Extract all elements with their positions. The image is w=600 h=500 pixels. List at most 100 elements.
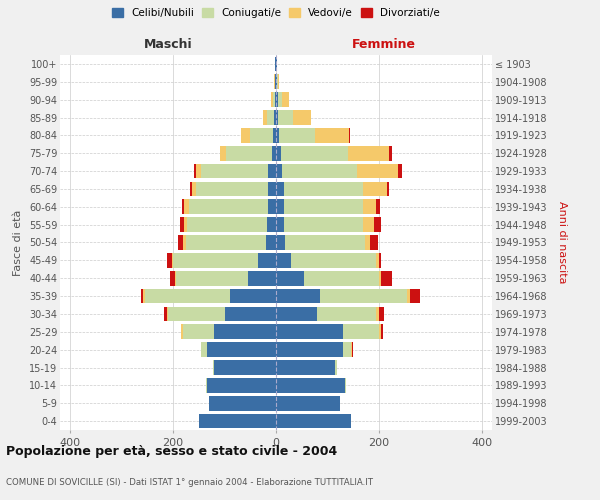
Bar	[343, 324, 379, 339]
Bar	[276, 378, 346, 392]
Bar	[213, 360, 214, 375]
Bar	[379, 324, 382, 339]
Bar	[220, 146, 226, 160]
Bar	[224, 306, 276, 322]
Bar	[196, 182, 268, 196]
Bar	[374, 218, 382, 232]
Bar	[276, 414, 350, 428]
Bar	[141, 289, 143, 304]
Bar	[184, 324, 214, 339]
Bar	[192, 182, 196, 196]
Bar	[172, 253, 173, 268]
Bar	[376, 200, 380, 214]
Bar	[386, 182, 389, 196]
Bar	[181, 324, 184, 339]
Bar	[181, 218, 184, 232]
Bar	[276, 110, 278, 125]
Bar	[284, 182, 364, 196]
Legend: Celibi/Nubili, Coniugati/e, Vedovi/e, Divorziati/e: Celibi/Nubili, Coniugati/e, Vedovi/e, Di…	[109, 5, 443, 21]
Bar	[190, 182, 192, 196]
Bar	[276, 182, 284, 196]
Bar	[343, 342, 350, 357]
Bar	[282, 164, 357, 178]
Bar	[276, 218, 284, 232]
Bar	[170, 271, 175, 285]
Bar	[276, 306, 317, 322]
Bar	[335, 360, 337, 375]
Bar	[167, 253, 172, 268]
Bar	[188, 200, 268, 214]
Bar	[226, 146, 272, 160]
Bar	[276, 92, 278, 107]
Bar	[263, 110, 267, 125]
Bar	[320, 289, 407, 304]
Bar	[267, 218, 276, 232]
Bar	[271, 92, 273, 107]
Bar	[277, 74, 278, 89]
Bar	[276, 200, 284, 214]
Bar	[276, 128, 279, 142]
Bar	[268, 182, 276, 196]
Bar	[357, 164, 398, 178]
Bar	[241, 128, 250, 142]
Bar	[214, 360, 276, 375]
Bar	[284, 200, 364, 214]
Bar	[379, 253, 382, 268]
Bar	[352, 342, 353, 357]
Bar	[276, 253, 292, 268]
Bar	[202, 164, 268, 178]
Bar	[276, 289, 320, 304]
Bar	[389, 146, 392, 160]
Bar	[276, 271, 304, 285]
Bar	[349, 128, 350, 142]
Bar	[276, 164, 282, 178]
Bar	[276, 396, 340, 410]
Bar	[268, 164, 276, 178]
Bar	[268, 200, 276, 214]
Bar	[281, 92, 289, 107]
Bar	[370, 235, 378, 250]
Bar	[266, 235, 276, 250]
Bar	[348, 146, 389, 160]
Bar	[250, 128, 274, 142]
Bar	[178, 235, 184, 250]
Bar	[292, 253, 376, 268]
Bar	[206, 378, 276, 392]
Bar	[274, 128, 276, 142]
Bar	[379, 271, 382, 285]
Bar	[273, 92, 275, 107]
Bar	[278, 74, 279, 89]
Bar	[206, 342, 276, 357]
Bar	[175, 271, 176, 285]
Bar	[164, 306, 167, 322]
Bar	[209, 396, 276, 410]
Bar	[376, 253, 379, 268]
Text: Popolazione per età, sesso e stato civile - 2004: Popolazione per età, sesso e stato civil…	[6, 445, 337, 458]
Bar	[281, 146, 348, 160]
Bar	[275, 92, 276, 107]
Bar	[315, 128, 349, 142]
Bar	[184, 218, 187, 232]
Bar	[364, 182, 386, 196]
Y-axis label: Fasce di età: Fasce di età	[13, 210, 23, 276]
Bar	[276, 342, 343, 357]
Bar	[278, 92, 281, 107]
Bar	[285, 235, 365, 250]
Text: COMUNE DI SOVICILLE (SI) - Dati ISTAT 1° gennaio 2004 - Elaborazione TUTTITALIA.: COMUNE DI SOVICILLE (SI) - Dati ISTAT 1°…	[6, 478, 373, 487]
Bar	[167, 306, 168, 322]
Bar	[407, 289, 410, 304]
Bar	[278, 110, 293, 125]
Bar	[410, 289, 420, 304]
Bar	[196, 164, 202, 178]
Bar	[276, 324, 343, 339]
Bar	[272, 146, 276, 160]
Bar	[382, 324, 383, 339]
Bar	[184, 235, 186, 250]
Bar	[364, 200, 376, 214]
Bar	[293, 110, 311, 125]
Bar	[176, 271, 248, 285]
Bar	[304, 271, 379, 285]
Bar	[214, 324, 276, 339]
Text: Maschi: Maschi	[143, 38, 193, 52]
Bar	[365, 235, 370, 250]
